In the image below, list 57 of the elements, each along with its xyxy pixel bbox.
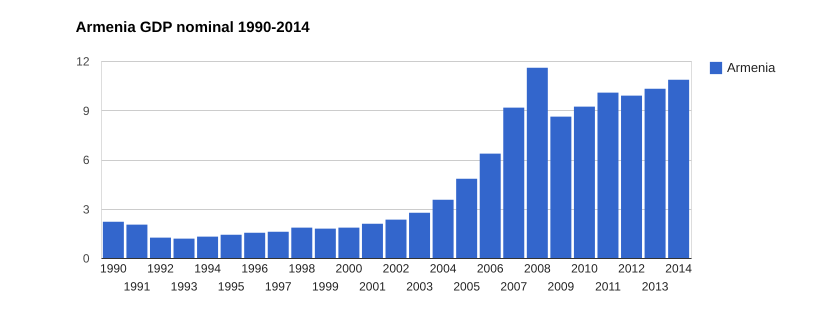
bar: [244, 232, 266, 258]
bar: [409, 212, 430, 258]
x-tick-label: 2005: [453, 280, 480, 294]
bar: [526, 68, 548, 258]
bar: [126, 224, 148, 258]
x-tick-label: 1993: [170, 280, 198, 294]
bar: [268, 232, 289, 258]
bar: [102, 222, 124, 258]
x-tick-label: 2002: [382, 262, 410, 276]
x-tick-label: 2010: [571, 262, 598, 276]
bar: [150, 238, 171, 258]
x-tick-label: 2001: [359, 280, 386, 294]
bar: [291, 228, 312, 258]
y-tick-label: 0: [82, 252, 90, 266]
y-tick-label: 6: [82, 153, 90, 167]
x-tick-label: 1991: [124, 280, 151, 294]
x-tick-label: 2012: [618, 262, 646, 276]
x-tick-label: 2009: [548, 280, 575, 294]
x-tick-label: 2011: [595, 280, 622, 294]
bar: [338, 228, 360, 258]
x-tick-label: 2006: [476, 262, 504, 276]
y-tick-label: 9: [82, 104, 90, 118]
bar: [597, 92, 618, 258]
bar: [174, 238, 195, 258]
x-tick-label: 1997: [264, 280, 292, 294]
x-tick-label: 2014: [665, 262, 692, 276]
y-tick-label: 12: [76, 54, 90, 68]
bar: [644, 88, 666, 258]
x-tick-label: 1999: [312, 280, 340, 294]
x-tick-label: 2003: [406, 280, 434, 294]
bar: [668, 80, 690, 258]
bar: [314, 228, 336, 258]
x-tick-label: 2013: [642, 280, 669, 294]
legend-label: Armenia: [727, 60, 776, 75]
y-tick-label: 3: [82, 202, 90, 216]
bar: [362, 224, 383, 258]
bar: [550, 116, 572, 258]
bar: [432, 200, 454, 258]
bar: [480, 154, 501, 258]
bar: [386, 220, 406, 258]
x-tick-label: 2007: [500, 280, 528, 294]
x-tick-label: 1996: [241, 262, 268, 276]
x-tick-label: 1992: [147, 262, 174, 276]
bar: [621, 96, 642, 258]
bar: [503, 108, 524, 258]
bar: [197, 236, 218, 258]
bar: [220, 234, 242, 258]
x-tick-label: 1998: [288, 262, 316, 276]
x-tick-label: 2008: [524, 262, 551, 276]
x-tick-label: 1995: [218, 280, 245, 294]
x-tick-label: 2000: [336, 262, 363, 276]
x-tick-label: 1990: [100, 262, 128, 276]
bar: [456, 178, 478, 258]
bar: [574, 106, 595, 258]
x-tick-label: 1994: [194, 262, 222, 276]
chart-title: Armenia GDP nominal 1990-2014: [76, 19, 310, 36]
x-tick-label: 2004: [430, 262, 457, 276]
